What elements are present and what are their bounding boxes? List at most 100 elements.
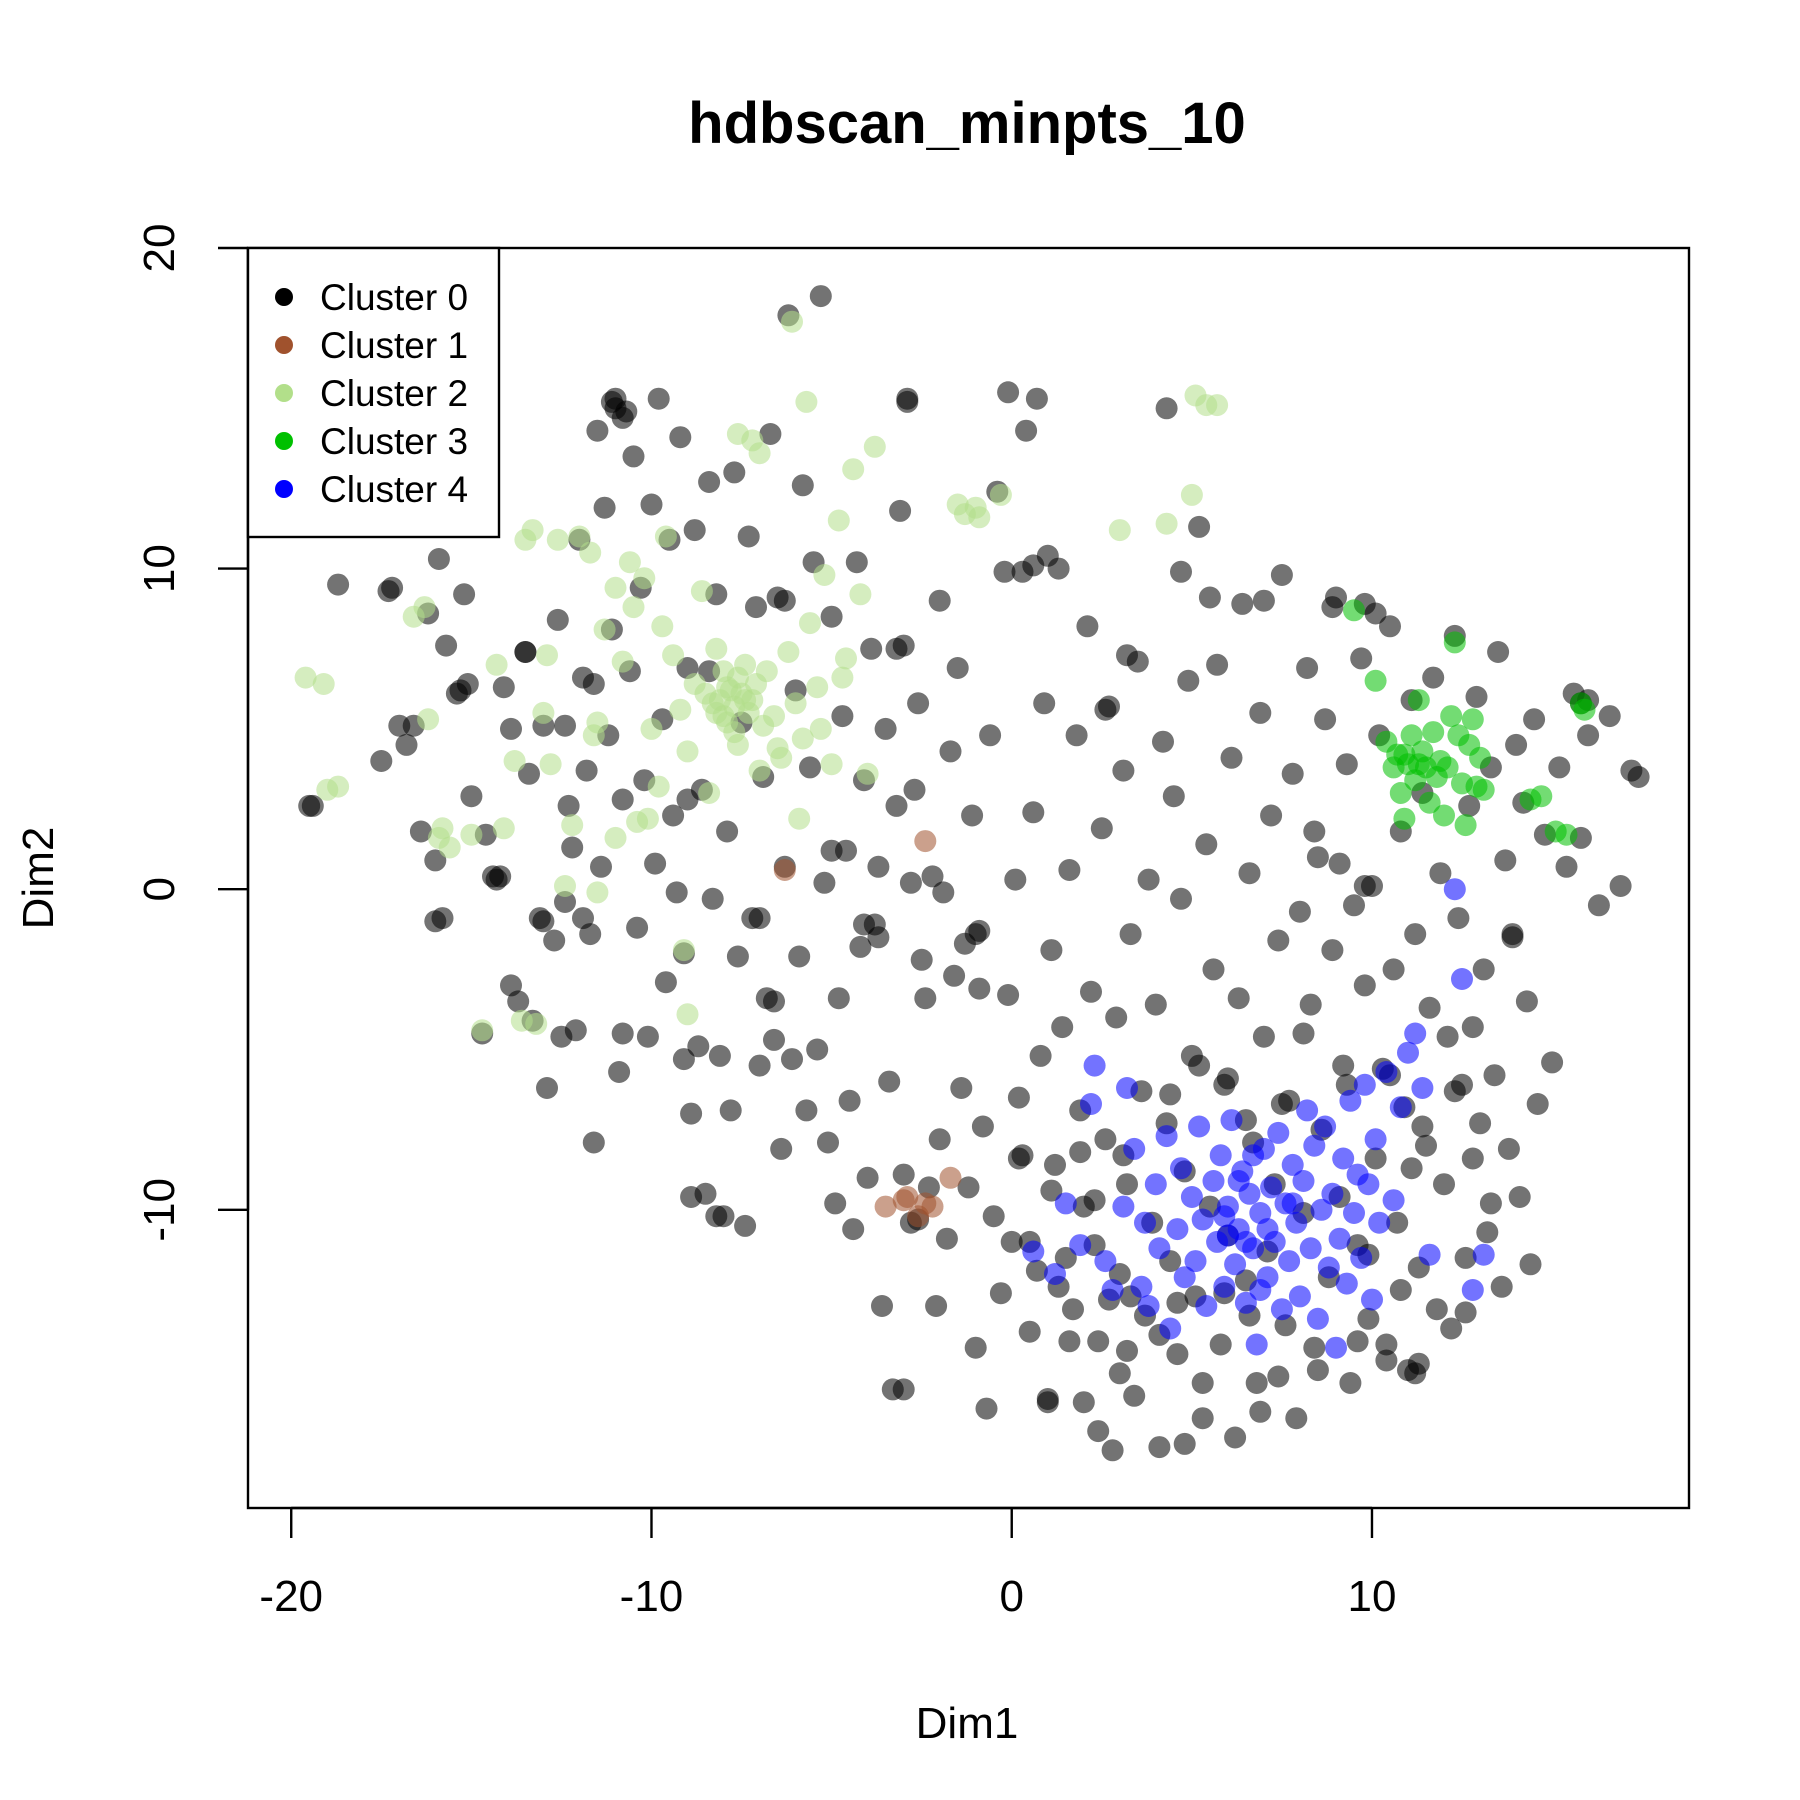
data-point (885, 794, 908, 817)
legend-marker (275, 384, 293, 402)
data-point (1260, 804, 1283, 827)
data-point (867, 926, 890, 949)
legend-label: Cluster 2 (320, 373, 468, 414)
data-point (1270, 1093, 1293, 1115)
data-point (1054, 1192, 1077, 1215)
data-point (1166, 1291, 1189, 1314)
data-point (1040, 939, 1063, 962)
data-point (759, 423, 782, 445)
data-point (1252, 1025, 1275, 1048)
data-point (1454, 814, 1477, 837)
data-point (1267, 929, 1290, 952)
data-point (1188, 1054, 1211, 1077)
data-point (1159, 1083, 1182, 1106)
data-point (1325, 1336, 1347, 1359)
data-point (831, 705, 854, 728)
data-point (1116, 1077, 1138, 1099)
legend-label: Cluster 0 (320, 277, 468, 318)
data-point (1310, 1198, 1333, 1221)
data-point (536, 644, 558, 667)
data-point (453, 583, 476, 606)
data-point (838, 1089, 861, 1112)
data-point (1353, 1073, 1376, 1096)
data-point (964, 923, 987, 946)
data-point (1105, 1006, 1128, 1029)
data-point (622, 596, 645, 619)
data-point (676, 740, 699, 763)
data-point (1386, 1211, 1409, 1234)
data-point (1249, 1400, 1272, 1423)
series-0 (298, 285, 1650, 1462)
data-point (593, 618, 616, 641)
data-point (593, 496, 616, 519)
data-point (1202, 958, 1225, 981)
data-point (424, 910, 447, 933)
legend: Cluster 0 Cluster 1 Cluster 2 Cluster 3 Clus… (246, 246, 501, 539)
data-point (1249, 701, 1272, 724)
data-point (856, 762, 879, 785)
x-tick-label: -10 (620, 1572, 684, 1621)
data-point (665, 881, 688, 904)
data-point (554, 891, 576, 913)
data-point (1339, 1089, 1362, 1112)
data-point (651, 615, 674, 638)
data-point (892, 1163, 915, 1186)
data-point (1245, 1333, 1268, 1356)
data-point (1155, 1125, 1178, 1148)
data-point (500, 717, 522, 740)
data-point (939, 1166, 962, 1189)
data-point (788, 945, 811, 968)
data-point (1231, 592, 1254, 615)
data-point (1054, 1246, 1077, 1269)
data-point (1418, 791, 1441, 814)
y-tick-label: 10 (135, 544, 184, 593)
data-point (748, 442, 771, 465)
data-point (604, 826, 627, 849)
data-point (770, 1137, 793, 1160)
data-point (1447, 907, 1470, 930)
data-point (1296, 1099, 1319, 1122)
legend-label: Cluster 1 (320, 325, 468, 366)
data-point (1245, 1372, 1268, 1394)
data-point (1454, 1301, 1477, 1324)
data-point (1306, 846, 1329, 869)
data-point (892, 1378, 915, 1401)
data-point (824, 1192, 847, 1215)
data-point (698, 782, 721, 804)
data-point (572, 666, 594, 689)
data-point (957, 1176, 980, 1199)
data-point (1044, 1153, 1066, 1176)
data-point (910, 948, 933, 971)
data-point (784, 692, 807, 715)
data-point (554, 714, 576, 737)
data-point (1375, 1349, 1398, 1372)
data-point (914, 830, 937, 853)
data-point (1288, 900, 1311, 923)
data-point (514, 641, 537, 663)
data-point (1267, 1121, 1290, 1144)
data-point (672, 939, 695, 962)
data-point (863, 435, 886, 458)
data-point (701, 887, 724, 910)
data-point (543, 929, 566, 952)
data-point (611, 1022, 634, 1045)
data-point (856, 1166, 879, 1189)
data-point (1080, 1093, 1102, 1115)
data-point (928, 1128, 951, 1151)
data-point (1519, 1253, 1542, 1276)
data-point (424, 849, 447, 872)
data-point (485, 653, 508, 676)
data-point (1306, 1307, 1329, 1330)
data-point (586, 419, 609, 442)
data-point (600, 390, 623, 413)
data-point (781, 1048, 803, 1071)
data-point (1429, 862, 1452, 885)
data-point (1209, 1144, 1232, 1167)
data-point (640, 493, 663, 516)
data-point (1458, 794, 1481, 817)
data-point (925, 1295, 948, 1317)
data-point (1108, 519, 1131, 542)
data-point (1627, 766, 1650, 788)
data-point (975, 1397, 998, 1420)
data-point (550, 1025, 573, 1048)
